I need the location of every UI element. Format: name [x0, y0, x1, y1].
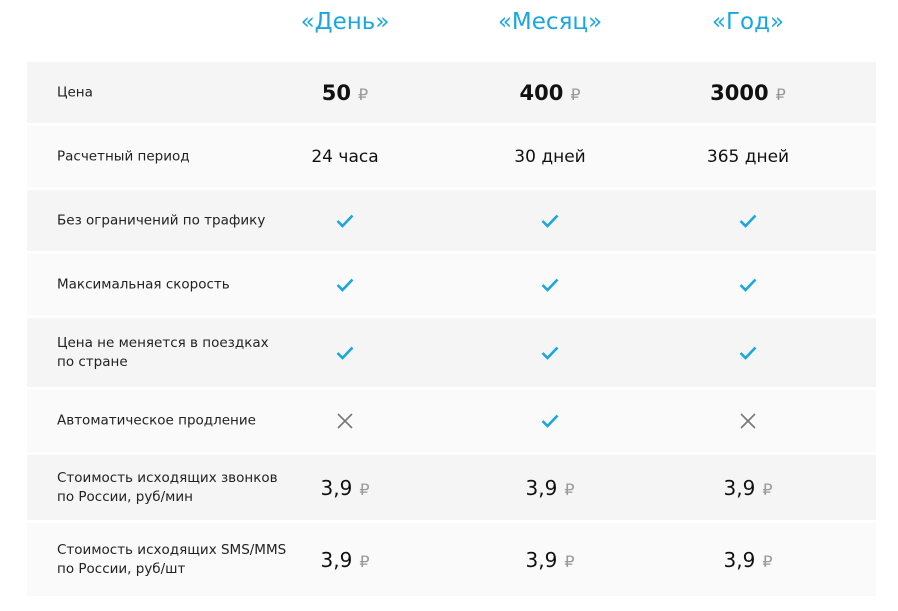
ruble-sign: ₽	[359, 479, 370, 499]
year-price-cell: 3000 ₽	[710, 81, 786, 105]
check-icon	[336, 346, 354, 360]
tariff-comparison-table: Цена 50 ₽400 ₽3000 ₽ Расчетный период 24 часа 3…	[27, 62, 876, 599]
ruble-sign: ₽	[775, 84, 786, 104]
check-icon	[541, 214, 559, 228]
value: 3,9	[525, 547, 558, 572]
ruble-sign: ₽	[570, 84, 581, 104]
plan-header-month: «Месяц»	[497, 9, 603, 35]
ruble-sign: ₽	[762, 551, 773, 571]
table-row: Стоимость исходящих звонков по России, р…	[27, 455, 876, 520]
check-icon	[739, 346, 757, 360]
value: 3,9	[723, 547, 756, 572]
plan-header-year: «Год»	[711, 9, 785, 35]
day-price-cell: 50 ₽	[322, 81, 368, 105]
day-rate-cell: 3,9 ₽	[321, 476, 370, 500]
table-row: Максимальная скорость	[27, 254, 876, 315]
value: 365 дней	[706, 146, 790, 167]
table-row: Без ограничений по трафику	[27, 190, 876, 251]
value: 3,9	[723, 475, 756, 500]
ruble-sign: ₽	[359, 551, 370, 571]
month-text-cell: 30 дней	[514, 147, 585, 167]
row-label: Без ограничений по трафику	[57, 212, 266, 228]
row-label: Автоматическое продление	[57, 412, 256, 429]
table-row: Цена 50 ₽400 ₽3000 ₽	[27, 62, 876, 123]
row-label: Цена не меняется в поездках по стране	[57, 334, 269, 370]
check-icon	[541, 414, 559, 428]
value: 50	[321, 80, 352, 105]
cross-icon	[337, 413, 353, 429]
plan-header-day: «День»	[300, 9, 390, 35]
year-rate-cell: 3,9 ₽	[724, 548, 773, 572]
table-row: Стоимость исходящих SMS/MMS по России, р…	[27, 523, 876, 596]
month-price-cell: 400 ₽	[519, 81, 580, 105]
value: 24 часа	[311, 146, 379, 167]
day-text-cell: 24 часа	[311, 147, 378, 167]
row-label: Расчетный период	[57, 148, 190, 164]
table-row: Цена не меняется в поездках по стране	[27, 318, 876, 387]
ruble-sign: ₽	[762, 479, 773, 499]
row-label: Максимальная скорость	[57, 276, 230, 292]
row-label: Цена	[57, 84, 93, 100]
check-icon	[739, 214, 757, 228]
year-rate-cell: 3,9 ₽	[724, 476, 773, 500]
ruble-sign: ₽	[358, 84, 369, 104]
day-rate-cell: 3,9 ₽	[321, 548, 370, 572]
check-icon	[541, 278, 559, 292]
check-icon	[336, 278, 354, 292]
year-text-cell: 365 дней	[707, 147, 789, 167]
table-row: Расчетный период 24 часа 30 дней 365 дней	[27, 126, 876, 187]
value: 30 дней	[514, 146, 586, 167]
cross-icon	[740, 413, 756, 429]
value: 3000	[710, 80, 769, 105]
check-icon	[336, 214, 354, 228]
row-label: Стоимость исходящих звонков по России, р…	[57, 469, 278, 505]
value: 3,9	[320, 547, 353, 572]
table-row: Автоматическое продление	[27, 390, 876, 452]
ruble-sign: ₽	[564, 551, 575, 571]
value: 400	[519, 80, 564, 105]
month-rate-cell: 3,9 ₽	[526, 548, 575, 572]
value: 3,9	[320, 475, 353, 500]
check-icon	[541, 346, 559, 360]
ruble-sign: ₽	[564, 479, 575, 499]
value: 3,9	[525, 475, 558, 500]
check-icon	[739, 278, 757, 292]
row-label: Стоимость исходящих SMS/MMS по России, р…	[57, 541, 287, 577]
month-rate-cell: 3,9 ₽	[526, 476, 575, 500]
